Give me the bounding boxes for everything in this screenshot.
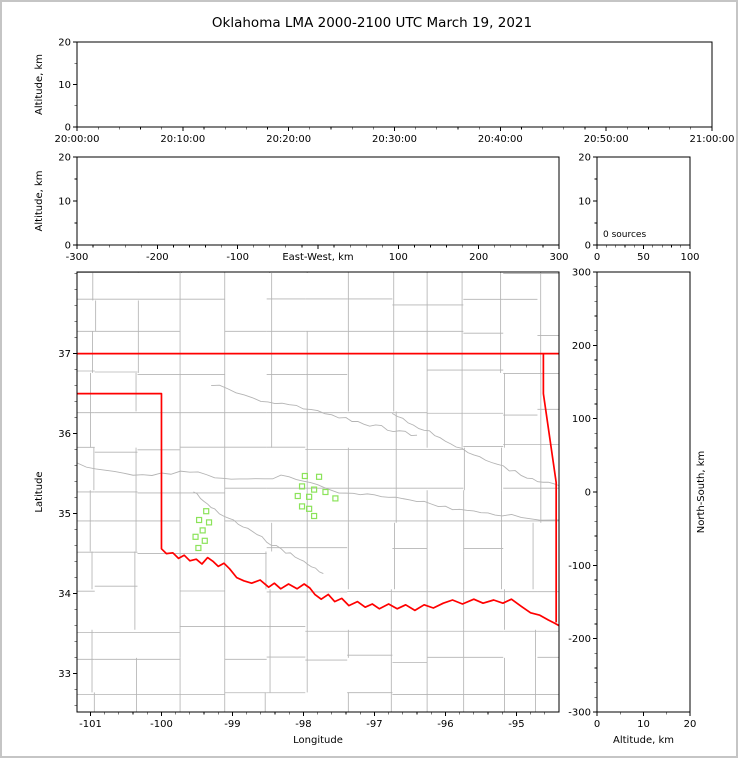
x-tick-label: 0 [594, 252, 600, 263]
river-boundary [193, 491, 324, 575]
x-tick-label: 10 [637, 719, 650, 730]
x-tick-label: 20:40:00 [478, 134, 523, 145]
source-marker [205, 519, 213, 526]
x-axis-label: East-West, km [282, 252, 353, 263]
y-tick-label: 34 [58, 589, 71, 600]
y-axis-label: Altitude, km [34, 171, 45, 232]
y-tick-label: 0 [585, 241, 591, 252]
x-axis-label: Longitude [293, 735, 343, 746]
x-tick-label: 20:30:00 [372, 134, 417, 145]
x-tick-label: 200 [469, 252, 488, 263]
y-tick-label: 100 [572, 414, 591, 425]
source-marker [298, 483, 306, 490]
y-tick-label: 10 [58, 80, 71, 91]
state-border-line [77, 392, 559, 627]
x-tick-label: -300 [66, 252, 89, 263]
source-marker [306, 493, 313, 500]
y-tick-label: 300 [572, 268, 591, 279]
x-axis-label: Altitude, km [613, 735, 674, 746]
y-tick-label: 200 [572, 341, 591, 352]
source-count-annotation: 0 sources [603, 230, 646, 240]
source-marker [199, 527, 206, 534]
source-marker [294, 492, 301, 500]
river-boundary [391, 412, 559, 487]
x-tick-label: -98 [295, 719, 311, 730]
x-tick-label: 20:50:00 [584, 134, 629, 145]
histogram-panel: 0 50 100 0 10 20 0 sources [578, 153, 699, 264]
x-tick-label: -200 [146, 252, 169, 263]
y-tick-label: 0 [585, 488, 591, 499]
ns-height-panel: 0 10 20 300 200 100 0 -100 -200 -300 Altitude, km N… [568, 268, 707, 747]
y-axis-label: Altitude, km [34, 54, 45, 115]
x-tick-label: 20:00:00 [55, 134, 100, 145]
y-tick-label: 0 [65, 241, 71, 252]
y-axis-label: North-South, km [696, 451, 707, 534]
x-tick-label: 20:20:00 [266, 134, 311, 145]
x-tick-label: 50 [637, 252, 650, 263]
x-tick-label: -97 [366, 719, 382, 730]
source-marker [332, 495, 339, 502]
y-tick-label: 33 [58, 669, 71, 680]
x-tick-label: 300 [549, 252, 568, 263]
figure-title: Oklahoma LMA 2000-2100 UTC March 19, 202… [211, 15, 533, 31]
lightning-sources [192, 472, 339, 552]
y-tick-label: 0 [65, 123, 71, 134]
source-marker [310, 486, 318, 493]
y-tick-label: 10 [58, 197, 71, 208]
county-boundaries [77, 272, 559, 712]
y-tick-label: 37 [58, 349, 71, 360]
y-tick-label: 20 [578, 153, 591, 164]
y-tick-label: -100 [568, 561, 591, 572]
source-marker [195, 516, 203, 524]
y-tick-label: 20 [58, 153, 71, 164]
y-tick-label: -200 [568, 634, 591, 645]
x-tick-label: -95 [508, 719, 524, 730]
map-panel: -101 -100 -99 -98 -97 -96 -95 33 34 35 36 37 Longitu… [34, 271, 560, 746]
source-marker [192, 533, 199, 540]
source-marker [195, 544, 202, 552]
y-tick-label: 20 [58, 38, 71, 49]
source-marker [315, 473, 323, 480]
x-tick-label: 0 [594, 719, 600, 730]
x-tick-label: 20:10:00 [160, 134, 205, 145]
state-border-line [542, 353, 558, 623]
ew-height-panel: -300 -200 -100 100 200 300 0 10 20 East-West, km A… [34, 153, 569, 264]
x-tick-label: 21:00:00 [690, 134, 735, 145]
y-tick-label: 36 [58, 429, 71, 440]
x-tick-label: -96 [437, 719, 453, 730]
source-marker [301, 472, 308, 480]
x-tick-label: 100 [680, 252, 699, 263]
x-tick-label: -100 [226, 252, 249, 263]
x-tick-label: -99 [224, 719, 240, 730]
river-boundary [211, 384, 418, 436]
source-marker [298, 503, 306, 510]
y-tick-label: 10 [578, 197, 591, 208]
river-boundary [77, 462, 559, 521]
source-marker [310, 512, 318, 520]
x-tick-label: -100 [150, 719, 173, 730]
time-height-panel: 20:00:00 20:10:00 20:20:00 20:30:00 20:40:00… [34, 38, 734, 146]
y-tick-label: 35 [58, 509, 71, 520]
source-marker [322, 488, 329, 496]
source-marker [203, 508, 210, 515]
source-marker [306, 505, 313, 512]
x-tick-label: 100 [389, 252, 408, 263]
x-tick-label: -101 [79, 719, 102, 730]
map-geography [77, 272, 559, 712]
y-axis-label: Latitude [34, 471, 45, 512]
y-tick-label: -300 [568, 708, 591, 719]
source-marker [201, 537, 208, 544]
x-tick-label: 20 [684, 719, 697, 730]
